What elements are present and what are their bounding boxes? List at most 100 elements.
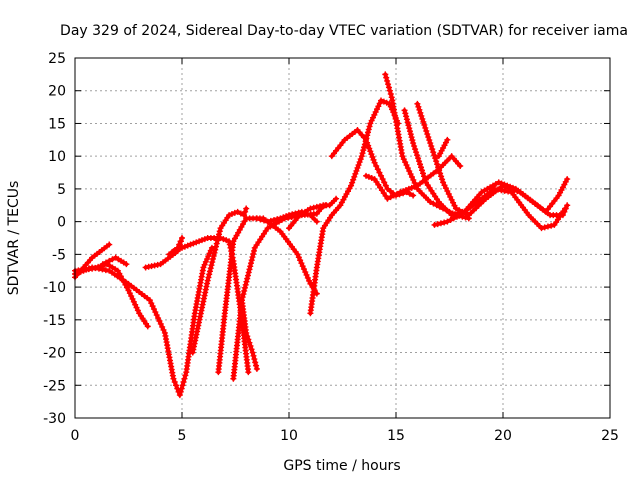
y-tick-label: -10 xyxy=(43,280,66,296)
y-tick-label: 25 xyxy=(48,51,66,67)
y-tick-label: 10 xyxy=(48,149,66,165)
x-tick-label: 5 xyxy=(178,428,187,444)
series-sat-r xyxy=(431,185,569,232)
data-point xyxy=(297,257,304,264)
data-point xyxy=(237,210,244,217)
data-point xyxy=(404,119,411,126)
series-sat-c xyxy=(72,244,215,399)
data-point xyxy=(205,274,212,281)
data-point xyxy=(187,241,194,248)
data-point xyxy=(253,362,260,369)
data-point xyxy=(214,237,221,244)
data-point xyxy=(353,167,360,174)
data-point xyxy=(564,202,571,209)
data-point xyxy=(228,211,235,217)
data-point xyxy=(298,260,305,267)
data-point xyxy=(365,126,372,133)
data-point xyxy=(205,253,212,260)
data-point xyxy=(241,212,248,219)
data-point xyxy=(405,185,412,192)
data-point xyxy=(386,87,393,94)
data-point xyxy=(411,143,418,150)
data-point xyxy=(294,251,301,258)
data-point xyxy=(210,252,217,259)
data-point xyxy=(366,123,373,130)
data-point xyxy=(317,203,324,210)
data-point xyxy=(207,247,214,254)
data-point xyxy=(429,146,436,153)
data-point xyxy=(378,97,385,104)
data-point xyxy=(280,214,287,221)
data-point xyxy=(502,183,509,190)
data-point xyxy=(452,205,459,212)
data-point xyxy=(253,215,260,222)
data-point xyxy=(420,118,427,125)
x-tick-label: 10 xyxy=(280,428,298,444)
data-point xyxy=(418,164,425,171)
y-tick-label: -15 xyxy=(43,313,66,329)
data-point xyxy=(383,74,390,81)
data-point xyxy=(220,236,227,243)
data-point xyxy=(246,266,253,273)
data-point xyxy=(242,281,249,288)
data-point xyxy=(198,237,205,244)
data-point xyxy=(369,154,376,160)
data-point xyxy=(382,71,389,78)
data-point xyxy=(439,176,446,183)
data-point xyxy=(435,164,442,171)
data-point xyxy=(103,259,110,266)
data-point xyxy=(428,143,435,150)
data-point xyxy=(304,274,311,281)
data-point xyxy=(374,166,381,173)
data-point xyxy=(99,261,106,268)
data-point xyxy=(241,284,248,291)
data-point xyxy=(211,249,218,256)
data-point xyxy=(355,162,362,169)
series-trace xyxy=(415,101,570,218)
data-point xyxy=(181,243,188,250)
data-point xyxy=(264,218,271,225)
data-point xyxy=(204,256,211,263)
data-point xyxy=(415,155,422,162)
data-point xyxy=(364,129,371,136)
axis-ticks xyxy=(74,57,611,419)
data-point xyxy=(514,188,521,195)
data-point xyxy=(356,159,363,166)
data-point xyxy=(433,158,440,165)
data-point xyxy=(418,112,425,119)
data-point xyxy=(390,192,397,199)
data-point xyxy=(402,110,409,117)
data-point xyxy=(249,254,256,261)
data-point xyxy=(500,182,506,189)
data-point xyxy=(245,369,252,376)
data-point xyxy=(419,167,426,174)
data-point xyxy=(177,238,184,245)
data-point xyxy=(436,167,443,174)
data-point xyxy=(181,375,188,382)
data-point xyxy=(306,277,313,284)
data-point xyxy=(333,195,340,202)
data-point xyxy=(407,131,414,138)
data-point xyxy=(246,339,253,346)
data-point xyxy=(409,137,416,144)
data-point xyxy=(433,202,440,209)
y-tick-label: 15 xyxy=(48,116,66,132)
data-point xyxy=(401,107,408,114)
data-point xyxy=(271,217,278,223)
data-point xyxy=(370,156,377,163)
data-point xyxy=(408,134,415,141)
data-point xyxy=(208,262,215,269)
y-tick-label: 0 xyxy=(57,215,66,231)
data-point xyxy=(303,271,310,278)
data-point xyxy=(414,152,421,159)
data-point xyxy=(441,219,448,226)
y-tick-label: 5 xyxy=(57,182,66,198)
data-point xyxy=(313,218,320,225)
grid xyxy=(75,58,610,418)
data-point xyxy=(564,176,571,183)
data-point xyxy=(277,215,284,222)
data-point xyxy=(248,257,255,264)
data-point xyxy=(410,192,417,199)
data-point xyxy=(430,149,437,156)
data-point xyxy=(407,128,414,135)
